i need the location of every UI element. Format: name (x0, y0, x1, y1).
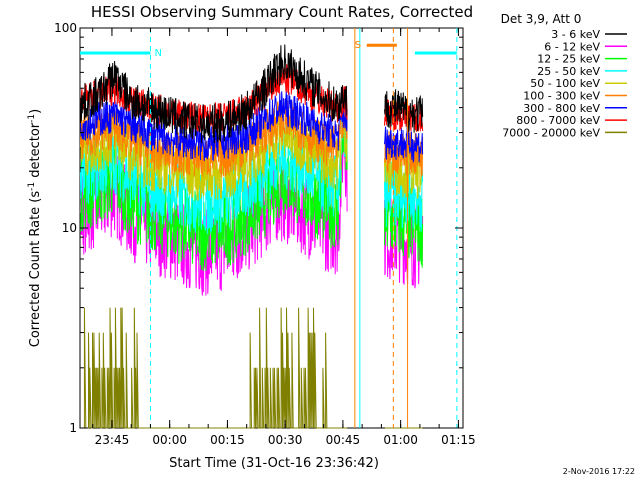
annotation-label-1: S (355, 40, 361, 51)
x-tick-label: 00:45 (326, 433, 361, 447)
y-tick-label: 10 (62, 221, 77, 235)
chart-title: HESSI Observing Summary Count Rates, Cor… (91, 3, 473, 21)
y-axis-label: Corrected Count Rate (s-1 detector-1) (27, 109, 43, 347)
x-tick-label: 01:00 (383, 433, 418, 447)
legend-label: 100 - 300 keV (523, 90, 600, 103)
x-tick-label: 01:15 (441, 433, 476, 447)
legend-label: 800 - 7000 keV (516, 114, 600, 127)
series-line-8 (80, 307, 423, 429)
y-tick-label: 1 (69, 421, 77, 435)
legend-label: 12 - 25 keV (537, 53, 600, 66)
y-axis-label-sup2: -1 (27, 114, 37, 123)
y-axis-label-sup1: -1 (27, 182, 37, 191)
legend-label: 300 - 800 keV (523, 102, 600, 115)
x-tick-label: 00:00 (152, 433, 187, 447)
footer-timestamp: 2-Nov-2016 17:22 (563, 467, 635, 476)
annotation-label-0: N (154, 48, 161, 59)
legend-label: 7000 - 20000 keV (502, 126, 600, 139)
legend-label: 3 - 6 keV (551, 28, 600, 41)
y-axis-label-mid: detector (28, 122, 43, 182)
legend-header: Det 3,9, Att 0 (501, 12, 582, 26)
legend-label: 25 - 50 keV (537, 65, 600, 78)
y-tick-label: 100 (54, 21, 77, 35)
legend-label: 50 - 100 keV (530, 77, 600, 90)
x-tick-label: 23:45 (95, 433, 130, 447)
x-tick-label: 00:15 (210, 433, 245, 447)
y-axis-label-main: Corrected Count Rate (s (28, 191, 43, 348)
legend-label: 6 - 12 keV (544, 40, 600, 53)
y-axis-label-end: ) (28, 109, 43, 114)
x-tick-label: 00:30 (268, 433, 303, 447)
series-line-0 (79, 44, 424, 144)
x-axis-label: Start Time (31-Oct-16 23:36:42) (169, 456, 379, 471)
svg-text:Corrected Count Rate (s-1 dete: Corrected Count Rate (s-1 detector-1) (27, 109, 43, 347)
